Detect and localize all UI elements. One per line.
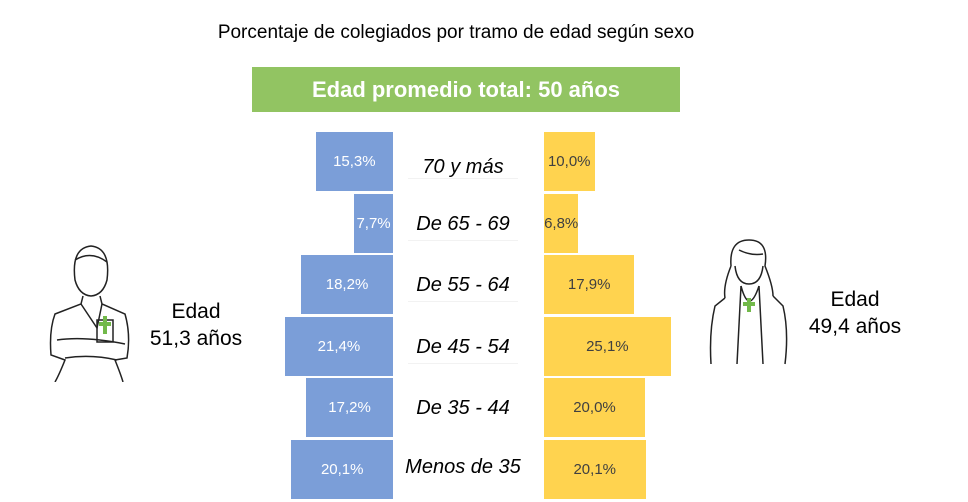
chart-title: Porcentaje de colegiados por tramo de ed… xyxy=(217,22,695,43)
female-bar: 25,1% xyxy=(544,316,671,376)
male-doctor-icon xyxy=(49,245,130,382)
male-bar: 17,2% xyxy=(306,378,393,438)
male-age-value: 51,3 años xyxy=(149,327,243,350)
male-age-label: Edad xyxy=(171,300,221,323)
row-separator xyxy=(408,178,518,179)
age-group-label: 70 y más xyxy=(422,156,504,178)
male-bar: 21,4% xyxy=(284,316,393,376)
male-bar: 20,1% xyxy=(291,440,393,499)
male-bar: 15,3% xyxy=(315,132,393,191)
age-group-label: De 35 - 44 xyxy=(416,397,510,420)
female-age-value: 49,4 años xyxy=(808,315,902,338)
age-group-label: De 45 - 54 xyxy=(416,335,510,358)
male-average-age: Edad 51,3 años xyxy=(140,298,252,352)
row-separator xyxy=(408,301,518,303)
female-age-label: Edad xyxy=(830,288,880,311)
age-group-label: De 65 - 69 xyxy=(416,212,510,235)
male-bar: 7,7% xyxy=(354,193,393,253)
age-group-label: De 55 - 64 xyxy=(416,274,510,297)
average-age-banner: Edad promedio total: 50 años xyxy=(252,67,680,112)
row-separator xyxy=(408,362,518,364)
female-bar: 20,1% xyxy=(544,440,646,499)
age-group-label: Menos de 35 xyxy=(405,456,521,478)
female-bar: 20,0% xyxy=(544,378,645,438)
row-separator xyxy=(408,239,518,241)
male-bar: 18,2% xyxy=(301,255,393,315)
female-bar: 10,0% xyxy=(544,132,595,191)
female-bar: 17,9% xyxy=(544,255,635,315)
female-bar: 6,8% xyxy=(544,193,579,253)
female-average-age: Edad 49,4 años xyxy=(795,286,915,340)
female-doctor-icon xyxy=(709,239,788,365)
